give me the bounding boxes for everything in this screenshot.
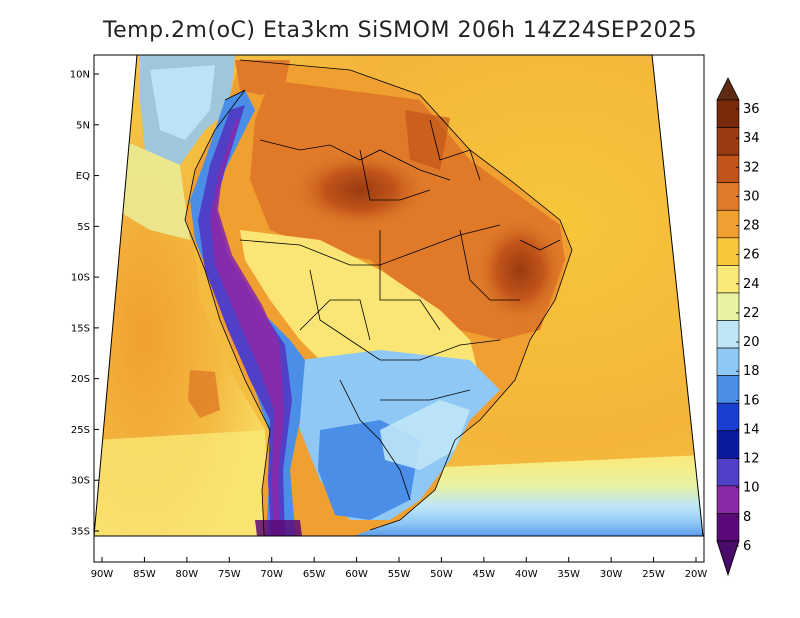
pacific-south-band <box>95 430 270 536</box>
lon-tick-label: 50W <box>430 569 453 580</box>
lon-tick-label: 45W <box>473 569 496 580</box>
border-state-2 <box>459 229 520 301</box>
north-coast-warm <box>235 60 290 95</box>
lon-tick-label: 60W <box>345 569 368 580</box>
colorbar-label: 24 <box>743 277 760 292</box>
lon-tick-label: 30W <box>600 569 623 580</box>
colorbar-segment <box>716 154 740 183</box>
colorbar-label: 6 <box>743 539 751 554</box>
lat-tick-label: 35S <box>71 527 90 538</box>
lon-tick-label: 90W <box>91 569 114 580</box>
border-south-2 <box>380 389 471 401</box>
lon-tick-label: 85W <box>133 569 156 580</box>
lat-tick-label: 15S <box>71 323 90 334</box>
colorbar-label: 34 <box>743 131 760 146</box>
colorbar-segment <box>716 99 740 128</box>
patagonia-cold-tip <box>255 520 305 536</box>
political-borders <box>184 59 573 536</box>
border-bolivia <box>309 269 501 361</box>
colorbar-segment <box>716 347 740 376</box>
colorbar-segment <box>716 127 740 156</box>
colorbar-label: 32 <box>743 160 760 175</box>
border-ne <box>519 239 561 251</box>
lon-tick-label: 75W <box>218 569 241 580</box>
lat-tick-label: 25S <box>71 425 90 436</box>
colorbar-segment <box>716 292 740 321</box>
colorbar-segment <box>716 430 740 459</box>
border-north <box>259 139 451 181</box>
colorbar-segment <box>716 182 740 211</box>
atlantic-coastline <box>239 59 573 531</box>
colorbar-segment <box>716 320 740 349</box>
colorbar-label: 16 <box>743 393 760 408</box>
lon-tick-label: 80W <box>176 569 199 580</box>
border-state-1 <box>379 230 441 331</box>
colorbar-segment <box>716 265 740 294</box>
lat-tick-label: 10N <box>70 70 90 81</box>
colorbar-segment <box>716 458 740 487</box>
colorbar-segment <box>716 237 740 266</box>
pacific-warm-patch <box>188 370 220 418</box>
lon-tick-label: 65W <box>303 569 326 580</box>
colorbar-label: 36 <box>743 102 760 117</box>
colorbar-label: 8 <box>743 510 751 525</box>
latitude-axis: 10N 5N EQ 5S 10S 15S 20S 25S 30S 35S <box>70 70 99 538</box>
lon-tick-label: 35W <box>557 569 580 580</box>
colorbar-segment <box>716 209 740 239</box>
temperature-field <box>94 55 703 536</box>
andes-coldest-band <box>210 118 284 536</box>
colorbar-label: 18 <box>743 364 760 379</box>
colorbar-top-arrow <box>716 77 740 101</box>
pacific-coastline <box>184 89 271 536</box>
pacific-north-mild <box>150 65 215 140</box>
colorbar-label: 20 <box>743 335 760 350</box>
colorbar-label: 22 <box>743 306 760 321</box>
map-title: Temp.2m(oC) Eta3km SiSMOM 206h 14Z24SEP2… <box>102 18 698 43</box>
lon-tick-label: 40W <box>515 569 538 580</box>
longitude-axis: 90W 85W 80W 75W 70W 65W 60W 55W 50W 45W 40W 35W 30W 2… <box>91 557 708 580</box>
border-guianas <box>429 119 481 181</box>
south-brazil-mild <box>380 400 470 470</box>
border-amazon <box>359 149 431 201</box>
colorbar-label: 12 <box>743 452 760 467</box>
colorbar-segment <box>716 402 740 432</box>
colorbar-label: 30 <box>743 189 760 204</box>
colorbar-segment <box>716 375 740 404</box>
colorbar-label: 28 <box>743 219 760 234</box>
lat-tick-label: 30S <box>71 476 90 487</box>
colorbar-bottom-arrow <box>716 540 740 577</box>
colorbar-label: 14 <box>743 422 760 437</box>
colorbar-segment <box>716 513 740 542</box>
lon-tick-label: 25W <box>642 569 665 580</box>
lat-tick-label: 5N <box>76 120 90 131</box>
colorbar-label: 10 <box>743 481 760 496</box>
lat-tick-label: EQ <box>76 171 90 182</box>
colorbar-segment <box>716 485 740 514</box>
northeast-hot-core <box>475 215 565 325</box>
lon-tick-label: 70W <box>260 569 283 580</box>
lat-tick-label: 20S <box>71 374 90 385</box>
lat-tick-label: 5S <box>77 222 90 233</box>
border-south-1 <box>339 379 411 501</box>
lon-tick-label: 20W <box>685 569 708 580</box>
colorbar-label: 26 <box>743 248 760 263</box>
amazon-hot-core <box>290 150 430 230</box>
lon-tick-label: 55W <box>388 569 411 580</box>
border-paraguay <box>299 299 371 341</box>
colorbar: 36 34 32 30 28 26 24 22 20 18 16 14 12 10 8 6 <box>716 77 760 577</box>
lat-tick-label: 10S <box>71 273 90 284</box>
